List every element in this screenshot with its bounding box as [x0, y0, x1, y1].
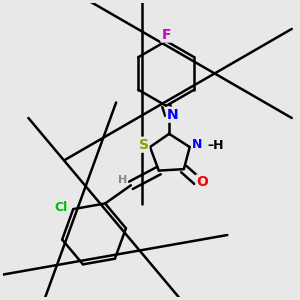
Text: –H: –H — [207, 139, 224, 152]
Text: O: O — [196, 176, 208, 189]
Text: Cl: Cl — [55, 201, 68, 214]
Text: F: F — [161, 28, 171, 42]
Text: N: N — [192, 138, 202, 151]
Text: N: N — [167, 108, 178, 122]
Text: S: S — [139, 138, 148, 152]
Text: H: H — [118, 175, 127, 185]
